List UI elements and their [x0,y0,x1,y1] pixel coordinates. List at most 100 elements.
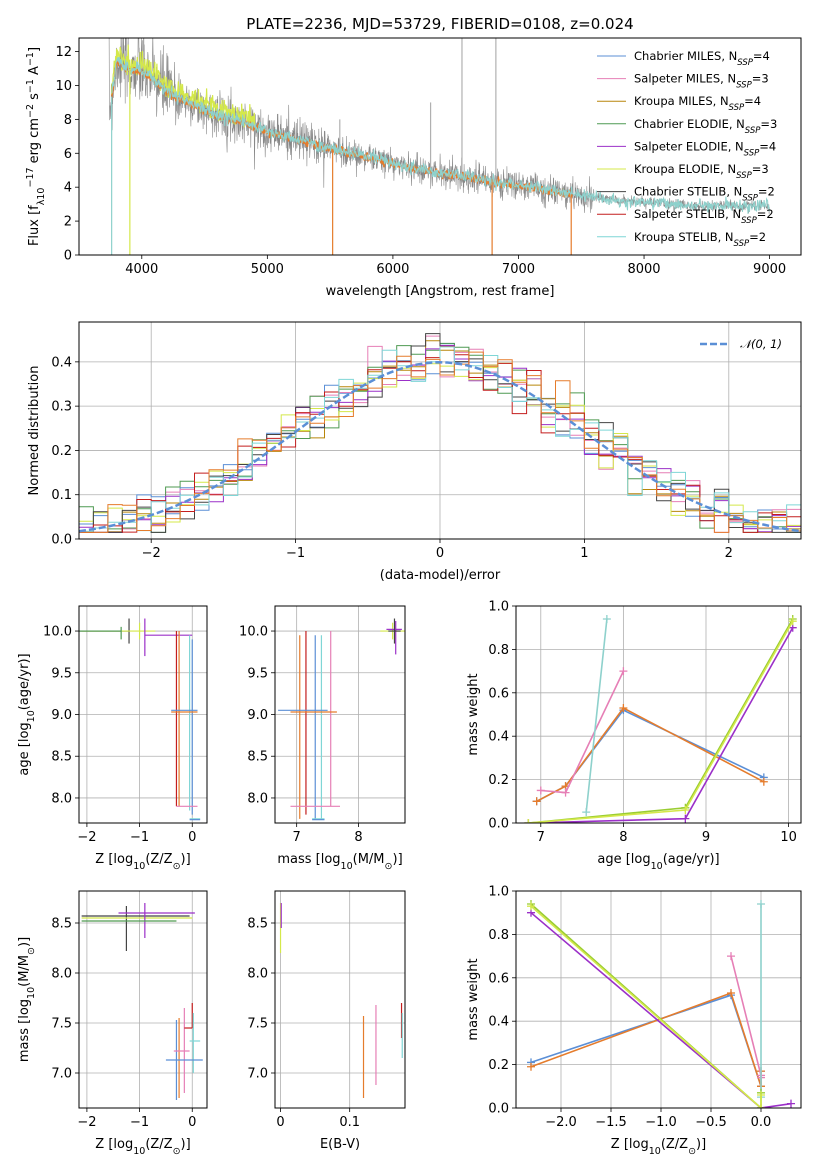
axes-frame [515,605,802,824]
x-tick-label: 7 [293,830,301,845]
label-part: )] [393,852,403,867]
legend-entry: Chabrier STELIB, NSSP=2 [634,185,775,204]
y-tick-label: 7.0 [247,1067,268,1082]
legend-sub: SSP [744,148,760,158]
weight-line [730,955,762,1078]
x-axis-label: Z [log10(Z/Z⊙)] [95,1137,190,1157]
y-axis-label: Flux [fλ10−17 erg cm−2 s−1 A−1] [25,47,47,246]
weight-marker [757,900,765,909]
label-part: age [log [597,852,650,867]
label-part: Flux [f [27,205,42,246]
x-tick-label: 0 [188,1115,196,1130]
x-axis-label: E(B-V) [320,1137,360,1152]
y-tick-label: 0.8 [488,643,509,658]
plot-area [79,618,201,821]
weight-marker [787,1099,795,1108]
x-tick-label: 0 [276,1115,284,1130]
y-tick-label: 10 [55,79,72,94]
weight-marker [619,667,628,676]
plot-area [279,903,403,1098]
y-tick-label: 0.2 [488,773,509,788]
y-tick-label: 9.5 [51,666,72,681]
legend-entry: Kroupa STELIB, NSSP=2 [634,230,766,249]
x-tick-label: 5000 [251,262,284,277]
legend-tail: =4 [759,139,776,153]
y-tick-label: 7.5 [51,1017,72,1032]
axes-frame [78,37,802,256]
legend: Chabrier MILES, NSSP=4 Salpeter MILES, NS… [597,49,777,249]
weight-marker [619,703,628,712]
residual-axes: −2 −1 0 1 2 0.0 0.1 0.2 0.3 0.4 (data-model)/error… [27,321,802,583]
y-tick-label: 1.0 [488,885,509,900]
y-tick-label: 2 [64,215,72,230]
x-tick-label: 0 [188,830,196,845]
label-part: ⊙ [173,861,181,872]
weight-line [540,670,625,794]
y-tick-label: 4 [64,181,72,196]
y-axis-label: mass weight [466,958,481,1040]
label-part: −1 [25,52,36,66]
legend-tail: =3 [752,72,769,86]
y-tick-label: 0 [64,249,72,264]
plot-area [527,900,795,1108]
plot-area [108,38,771,255]
axes-frame [78,321,802,540]
legend-entry: Kroupa MILES, NSSP=4 [634,94,761,113]
x-axis-label: (data-model)/error [380,568,501,583]
weight-marker [788,617,797,626]
y-tick-label: 8.5 [51,917,72,932]
legend-tail: =2 [749,230,766,244]
y-tick-label: 0.0 [51,533,72,548]
x-tick-label: −2.0 [545,1115,577,1130]
label-part: λ [36,199,47,205]
legend-sub: SSP [745,126,761,136]
x-tick-label: 8 [354,830,362,845]
y-tick-label: 8.5 [247,917,268,932]
legend-entry: Salpeter MILES, NSSP=3 [634,72,769,91]
y-axis-label: mass [log10(M/M⊙)] [17,937,37,1062]
y-tick-label: 7.5 [247,1017,268,1032]
label-part: ⊙ [173,1146,181,1157]
x-tick-label: −1.0 [645,1115,677,1130]
mw-z-axes: −2.0 −1.5 −1.0 −0.5 0.0 0.0 0.2 0.4 0.6 0.8 1.0 Z [… [466,885,802,1157]
label-part: s [27,93,42,104]
y-tick-label: 0.6 [488,971,509,986]
y-tick-label: 0.6 [488,686,509,701]
weight-line [528,627,794,823]
x-tick-label: 0 [436,546,444,561]
y-tick-label: 8.0 [247,967,268,982]
legend-tail: =4 [753,49,770,63]
legend-text: Salpeter ELODIE, N [634,139,744,153]
weight-line [530,912,792,1108]
x-tick-label: 4000 [125,262,158,277]
weight-marker [757,1090,765,1099]
axes-frame [515,890,802,1109]
histogram-step [79,346,801,532]
y-tick-label: 10.0 [43,625,72,640]
label-part: )] [181,1137,191,1152]
label-part: ] [27,47,42,52]
weight-marker [602,615,611,624]
legend-text: Salpeter STELIB, N [634,207,741,221]
histogram-step [79,351,801,533]
legend-entry: Kroupa ELODIE, NSSP=3 [634,162,769,181]
weight-marker [757,1104,765,1108]
x-tick-label: 0.1 [339,1115,360,1130]
y-tick-label: 9.0 [247,708,268,723]
label-part: 10 [36,188,47,200]
gridlines [79,606,207,823]
x-axis-label: mass [log10(M/M⊙)] [277,852,402,872]
label-part: (Z/Z [145,1137,172,1152]
label-part: )] [17,937,32,947]
legend-entry: Chabrier MILES, NSSP=4 [634,49,770,68]
x-tick-label: −1 [130,830,149,845]
legend-sub: SSP [741,216,757,226]
legend-text: Kroupa ELODIE, N [634,162,736,176]
weight-marker [681,814,690,823]
x-tick-label: −2 [77,830,96,845]
label-part: −2 [25,104,36,118]
label-part: erg cm [27,118,42,167]
legend-text: Kroupa STELIB, N [634,230,734,244]
label-part: ⊙ [688,1146,696,1157]
